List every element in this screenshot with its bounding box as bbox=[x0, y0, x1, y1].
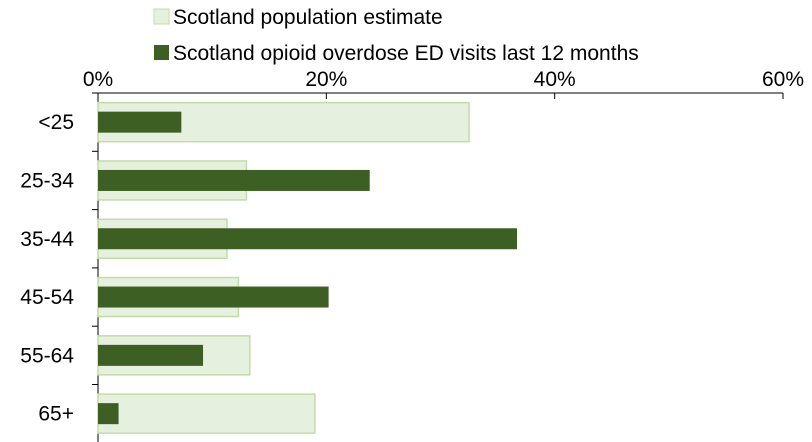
category-label: 65+ bbox=[38, 403, 74, 426]
category-label: 55-64 bbox=[20, 344, 74, 367]
x-tick-label: 20% bbox=[305, 68, 347, 91]
bar-ed-visits-4 bbox=[98, 344, 204, 366]
category-label: <25 bbox=[38, 111, 74, 134]
bar-population-5 bbox=[97, 393, 316, 434]
x-tick-label: 60% bbox=[762, 68, 804, 91]
category-label: 45-54 bbox=[20, 286, 74, 309]
bar-ed-visits-5 bbox=[98, 403, 119, 425]
x-tick-label: 40% bbox=[534, 68, 576, 91]
legend-label-population: Scotland population estimate bbox=[173, 6, 443, 29]
x-tick-labels: 0% 20% 40% 60% bbox=[83, 68, 804, 91]
legend-label-ed-visits: Scotland opioid overdose ED visits last … bbox=[173, 42, 639, 65]
category-label: 25-34 bbox=[20, 169, 74, 192]
bar-ed-visits-0 bbox=[98, 111, 182, 133]
bars bbox=[97, 101, 517, 434]
x-tick-label: 0% bbox=[83, 68, 113, 91]
legend-swatch-population bbox=[153, 8, 170, 25]
axes bbox=[92, 92, 784, 442]
category-label: 35-44 bbox=[20, 228, 74, 251]
bar-ed-visits-1 bbox=[98, 169, 370, 191]
legend-swatch-ed-visits bbox=[154, 45, 169, 60]
category-labels: <25 25-34 35-44 45-54 55-64 65+ bbox=[20, 111, 74, 426]
bar-ed-visits-2 bbox=[98, 228, 517, 250]
bar-ed-visits-3 bbox=[98, 286, 329, 308]
legend: Scotland population estimate Scotland op… bbox=[153, 6, 639, 65]
